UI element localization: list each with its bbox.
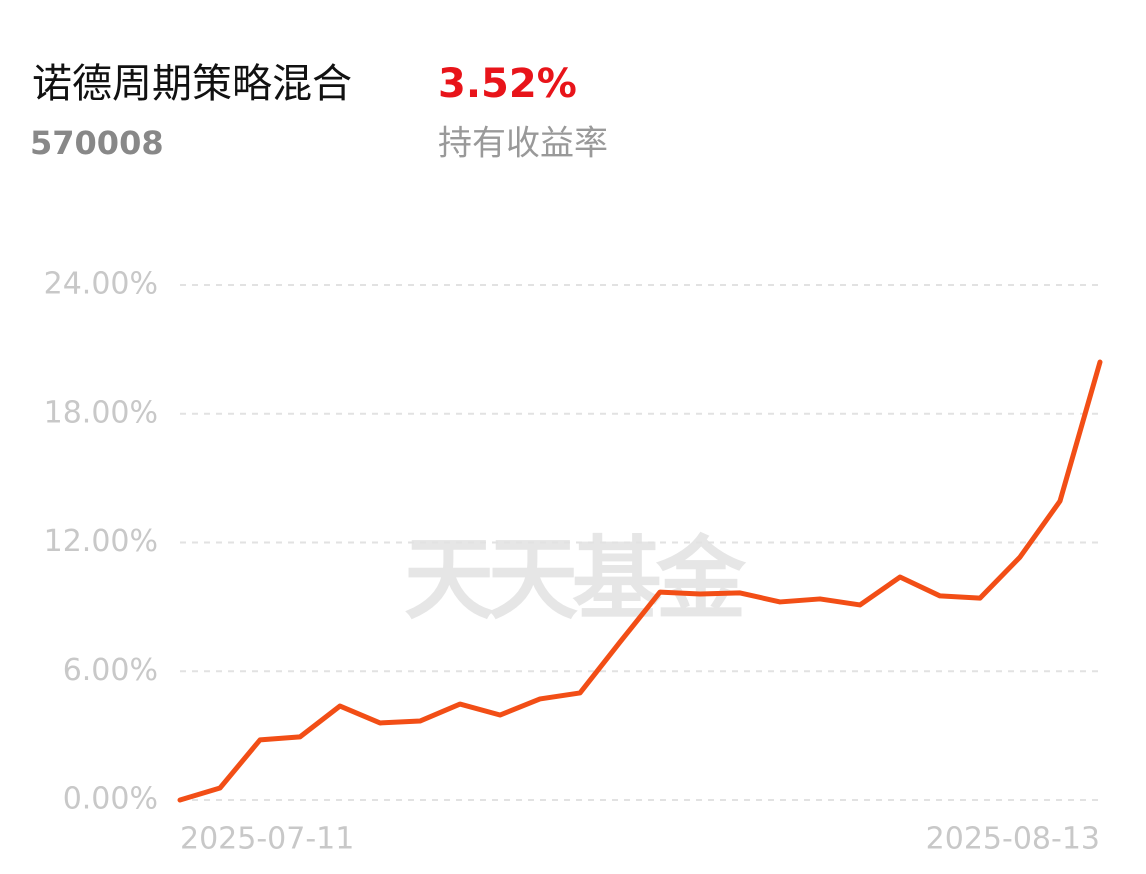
x-tick-label: 2025-08-13 xyxy=(926,822,1100,857)
watermark: 天天基金 xyxy=(404,527,747,632)
x-tick-label: 2025-07-11 xyxy=(180,822,354,857)
y-tick-label: 12.00% xyxy=(44,524,158,559)
y-tick-label: 18.00% xyxy=(44,395,158,430)
y-tick-label: 6.00% xyxy=(63,653,158,688)
return-label: 持有收益率 xyxy=(438,124,608,164)
fund-code: 570008 xyxy=(30,124,164,162)
return-value: 3.52% xyxy=(438,61,577,107)
line xyxy=(177,359,1103,803)
fund-name: 诺德周期策略混合 xyxy=(32,61,352,107)
y-tick-label: 24.00% xyxy=(44,267,158,302)
y-tick-label: 0.00% xyxy=(63,782,158,817)
